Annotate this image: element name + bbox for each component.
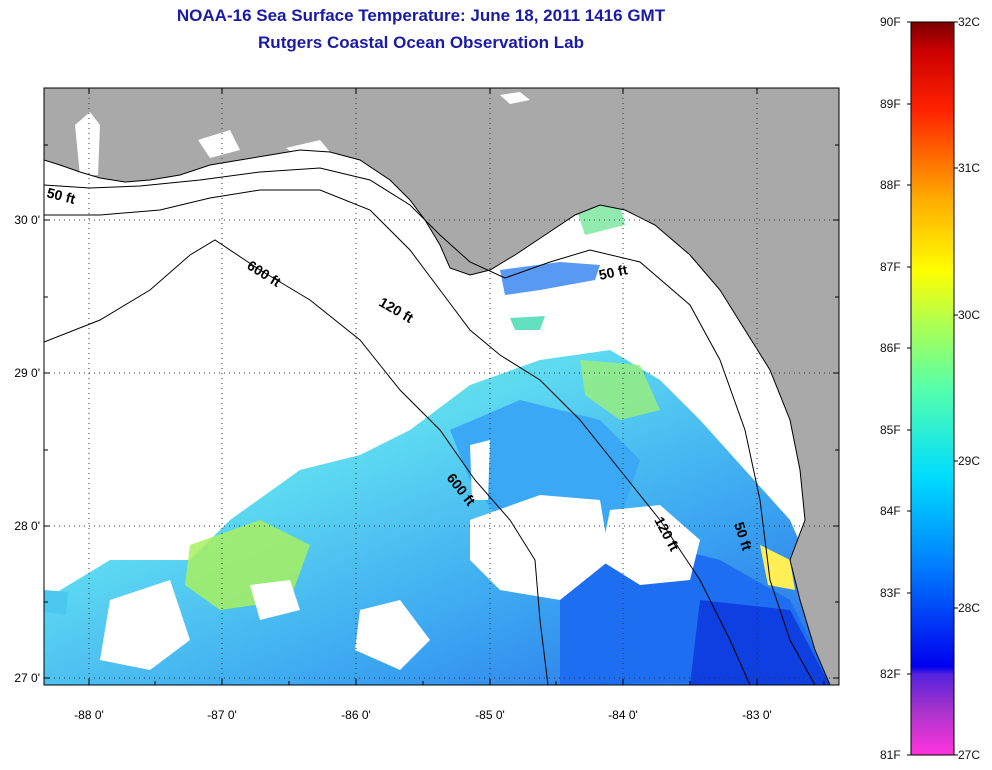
lat-tick-label: 29 0' — [14, 366, 40, 380]
land-mass — [44, 88, 839, 685]
colorbar-c-label: 28C — [958, 601, 981, 615]
lon-tick-label: -83 0' — [742, 708, 772, 722]
lon-tick-label: -87 0' — [207, 708, 237, 722]
colorbar-f-label: 90F — [880, 15, 901, 29]
colorbar — [910, 21, 955, 756]
lon-tick-label: -86 0' — [341, 708, 371, 722]
axis-ticks — [44, 88, 839, 685]
lat-tick-label: 28 0' — [14, 519, 40, 533]
colorbar-c-label: 31C — [958, 161, 981, 175]
coastline — [44, 149, 831, 685]
colorbar-f-label: 85F — [880, 423, 901, 437]
map-title: NOAA-16 Sea Surface Temperature: June 18… — [176, 6, 666, 25]
map-subtitle: Rutgers Coastal Ocean Observation Lab — [258, 33, 584, 52]
colorbar-c-label: 30C — [958, 308, 981, 322]
cloud-mask — [100, 440, 700, 670]
colorbar-f-label: 89F — [880, 97, 901, 111]
colorbar-f-label: 87F — [880, 260, 901, 274]
colorbar-f-label: 86F — [880, 341, 901, 355]
lat-tick-label: 27 0' — [14, 671, 40, 685]
colorbar-f-label: 82F — [880, 667, 901, 681]
lon-tick-label: -84 0' — [608, 708, 638, 722]
colorbar-f-label: 81F — [880, 748, 901, 762]
bathymetry-contours — [44, 167, 816, 685]
lat-tick-label: 30 0' — [14, 213, 40, 227]
colorbar-ticks — [907, 21, 958, 756]
map-frame — [43, 87, 840, 686]
colorbar-f-label: 84F — [880, 504, 901, 518]
lon-tick-label: -85 0' — [475, 708, 505, 722]
colorbar-c-label: 29C — [958, 454, 981, 468]
colorbar-c-label: 27C — [958, 748, 981, 762]
colorbar-f-label: 88F — [880, 178, 901, 192]
colorbar-c-label: 32C — [958, 15, 981, 29]
colorbar-f-label: 83F — [880, 586, 901, 600]
lon-tick-label: -88 0' — [74, 708, 104, 722]
contour-label: 50 ft — [45, 184, 77, 207]
contour-label: 50 ft — [597, 261, 629, 283]
